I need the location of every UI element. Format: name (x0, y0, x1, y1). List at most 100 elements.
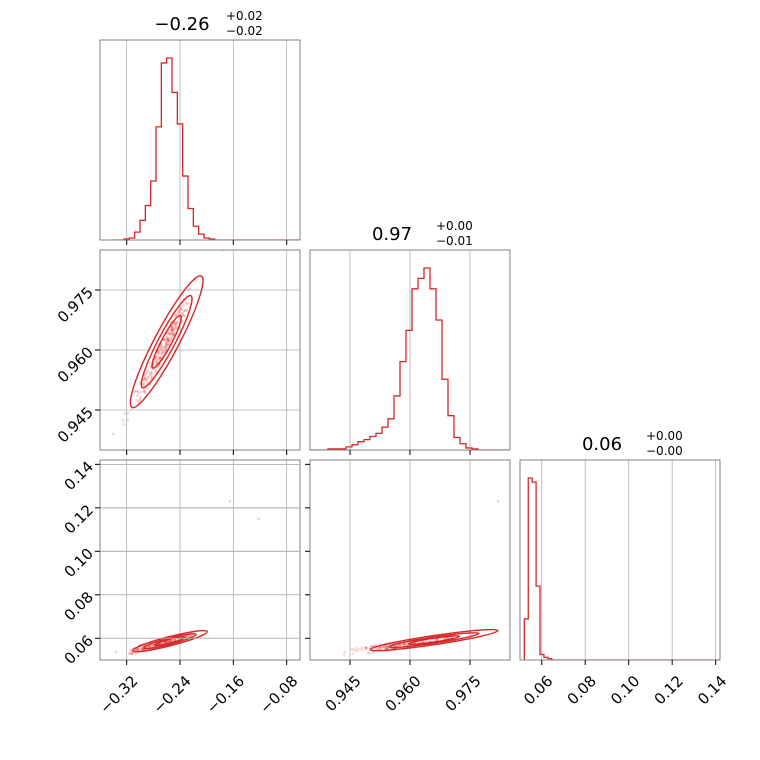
sample-point (142, 380, 146, 384)
sample-point (435, 638, 439, 642)
sample-point (130, 651, 134, 655)
sample-point (385, 645, 388, 649)
sample-point (167, 343, 171, 346)
sample-point (161, 353, 164, 357)
sample-point (170, 331, 174, 335)
sample-point (141, 382, 145, 386)
sample-point (181, 313, 184, 317)
sample-point (172, 333, 176, 336)
sample-point (167, 332, 171, 336)
sample-point (185, 302, 188, 305)
sample-point (361, 648, 365, 652)
sample-point (136, 391, 140, 394)
sample-point (353, 648, 356, 652)
panel-title-plus: +0.00 (436, 219, 473, 233)
sample-point (402, 643, 406, 647)
sample-point (174, 314, 177, 318)
sample-point (169, 336, 173, 339)
sample-point (142, 383, 146, 386)
sample-point (176, 310, 180, 314)
sample-point (371, 650, 375, 654)
sample-point (168, 333, 172, 337)
sample-point (165, 336, 169, 340)
y-tick-label: 0.975 (54, 283, 97, 326)
sample-point (175, 321, 179, 325)
sample-point (187, 635, 191, 639)
sample-point (368, 651, 371, 655)
sample-point (355, 646, 359, 650)
sample-point (351, 652, 355, 656)
density-contour (151, 314, 182, 369)
sample-point (163, 338, 167, 342)
sample-point (379, 646, 383, 650)
sample-point (365, 646, 369, 650)
sample-point (176, 320, 180, 324)
sample-point (143, 389, 147, 393)
sample-point (158, 354, 162, 358)
sample-point (444, 636, 448, 640)
outlier-point (112, 432, 115, 436)
sample-point (139, 395, 143, 399)
sample-point (145, 378, 149, 382)
sample-point (159, 356, 162, 360)
joint-panel-1-2: 0.945 0.960 0.975 (54, 249, 301, 455)
sample-point (143, 376, 147, 380)
panel-title-value: 0.06 (582, 434, 622, 455)
sample-point (174, 320, 178, 324)
sample-point (142, 389, 146, 393)
panel-frame (99, 459, 301, 661)
sample-point (136, 389, 140, 393)
sample-point (148, 362, 152, 365)
sample-point (139, 390, 143, 394)
sample-point (157, 357, 161, 361)
sample-point (173, 638, 177, 642)
sample-point (150, 375, 154, 379)
sample-point (156, 353, 160, 357)
sample-point (166, 337, 170, 341)
sample-point (165, 337, 168, 341)
sample-point (166, 343, 170, 347)
panel-title-plus: +0.02 (226, 9, 263, 23)
density-contour (140, 294, 193, 389)
sample-point (164, 347, 168, 351)
panel-title-value: 0.97 (372, 224, 412, 245)
sample-point (355, 649, 359, 653)
sample-point (168, 331, 172, 335)
sample-point (138, 399, 142, 402)
sample-point (140, 647, 144, 650)
sample-point (123, 412, 127, 415)
sample-point (166, 337, 170, 341)
sample-point (382, 646, 386, 650)
x-tick-label: 0.960 (382, 672, 425, 715)
x-tick-label: −0.08 (256, 672, 301, 717)
sample-point (166, 337, 169, 341)
sample-point (154, 370, 158, 374)
sample-point (176, 311, 180, 315)
sample-point (148, 371, 152, 375)
y-tick-label: 0.08 (61, 588, 97, 624)
outlier-point (496, 500, 500, 503)
sample-point (149, 365, 152, 369)
sample-point (371, 644, 374, 648)
sample-point (160, 346, 163, 350)
sample-point (178, 306, 182, 310)
sample-point (170, 332, 174, 336)
outlier-point (257, 517, 260, 520)
sample-point (150, 374, 153, 378)
sample-point (171, 327, 175, 331)
sample-point (180, 307, 183, 310)
panel-title-minus: −0.00 (646, 444, 683, 458)
sample-point (137, 647, 141, 651)
sample-point (156, 359, 160, 362)
sample-point (156, 351, 160, 354)
joint-panel-1-3: −0.32 −0.24 −0.16 −0.08 0.06 0.08 0.10 0.12 0.14 (61, 458, 302, 718)
sample-point (383, 645, 387, 649)
sample-point (130, 651, 134, 655)
sample-point (171, 333, 175, 337)
y-tick-label: 0.06 (61, 632, 97, 668)
sample-point (179, 305, 183, 309)
sample-point (147, 375, 151, 379)
sample-point (167, 339, 171, 343)
sample-point (170, 325, 174, 329)
sample-point (161, 350, 165, 353)
